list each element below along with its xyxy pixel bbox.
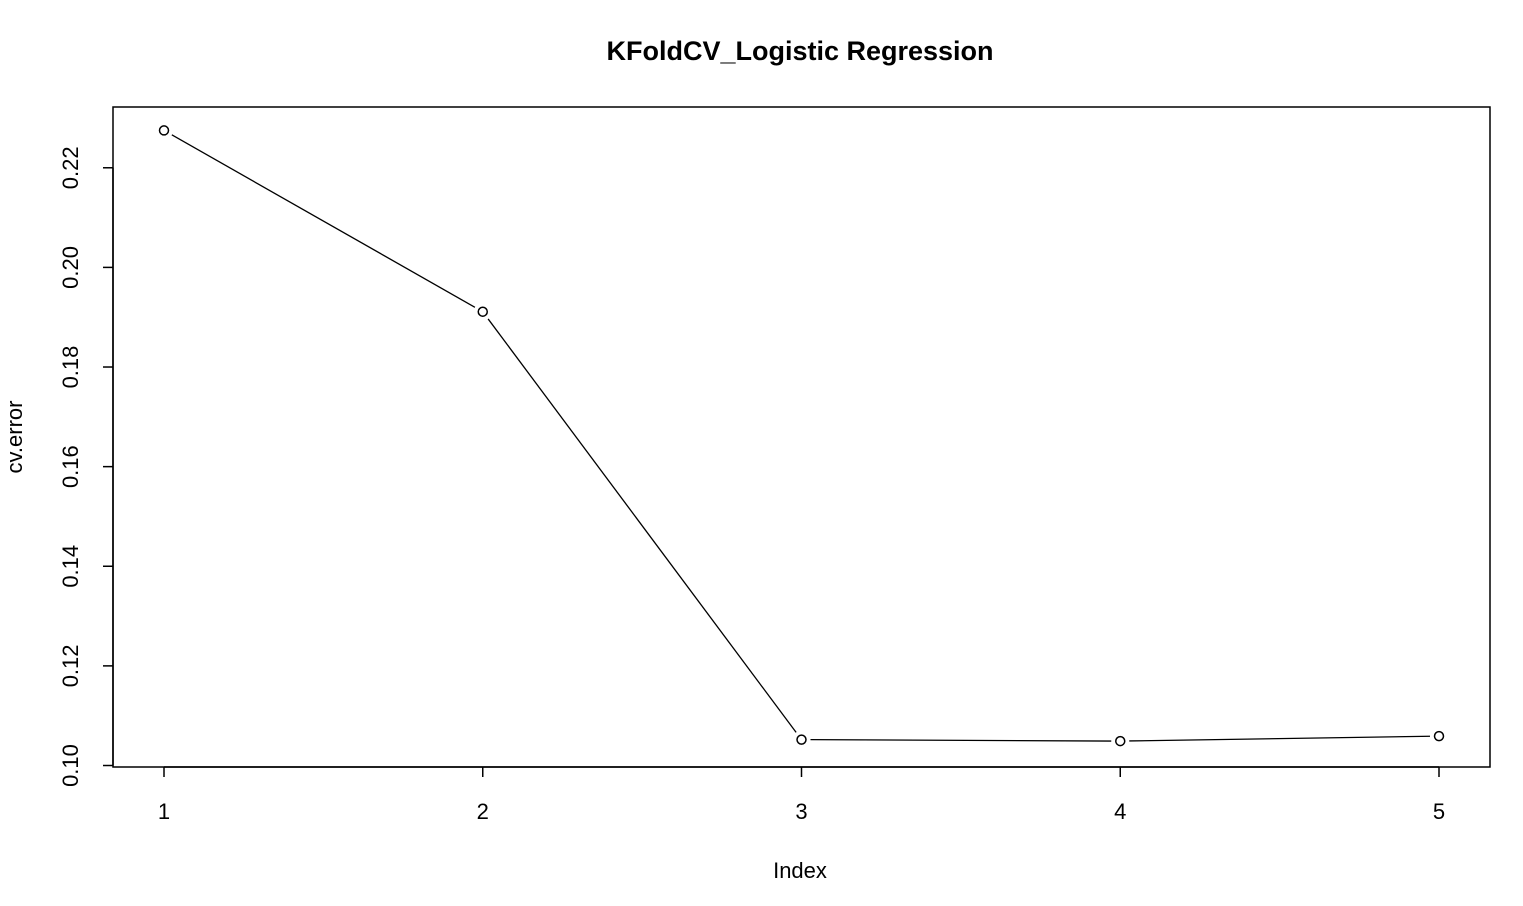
data-point — [158, 125, 170, 136]
line-segment — [487, 318, 797, 733]
y-tick-label: 0.20 — [58, 246, 83, 289]
y-tick-label: 0.22 — [58, 146, 83, 189]
plot-area-frame — [112, 106, 1491, 768]
y-tick-label: 0.14 — [58, 545, 83, 588]
data-point — [477, 306, 488, 317]
chart-title: KFoldCV_Logistic Regression — [606, 36, 993, 66]
data-point — [1433, 730, 1445, 742]
y-axis-label: cv.error — [2, 401, 27, 474]
x-tick-label: 2 — [477, 799, 489, 824]
data-point — [1115, 735, 1126, 747]
x-tick-label: 3 — [795, 799, 807, 824]
x-tick-label: 1 — [158, 799, 170, 824]
y-axis: 0.10 0.12 0.14 0.16 0.18 0.20 0.22 — [58, 146, 114, 787]
line-segment — [171, 134, 476, 308]
x-axis: 1 2 3 4 5 — [158, 766, 1445, 824]
line-segment — [810, 738, 1112, 742]
x-tick-label: 4 — [1114, 799, 1126, 824]
series-cv-error — [158, 125, 1445, 747]
y-tick-label: 0.10 — [58, 744, 83, 787]
y-tick-label: 0.12 — [58, 644, 83, 687]
x-tick-label: 5 — [1433, 799, 1445, 824]
x-axis-label: Index — [773, 858, 827, 883]
y-tick-label: 0.18 — [58, 346, 83, 389]
y-tick-label: 0.16 — [58, 445, 83, 488]
data-point — [796, 734, 807, 745]
line-segment — [1129, 735, 1431, 742]
